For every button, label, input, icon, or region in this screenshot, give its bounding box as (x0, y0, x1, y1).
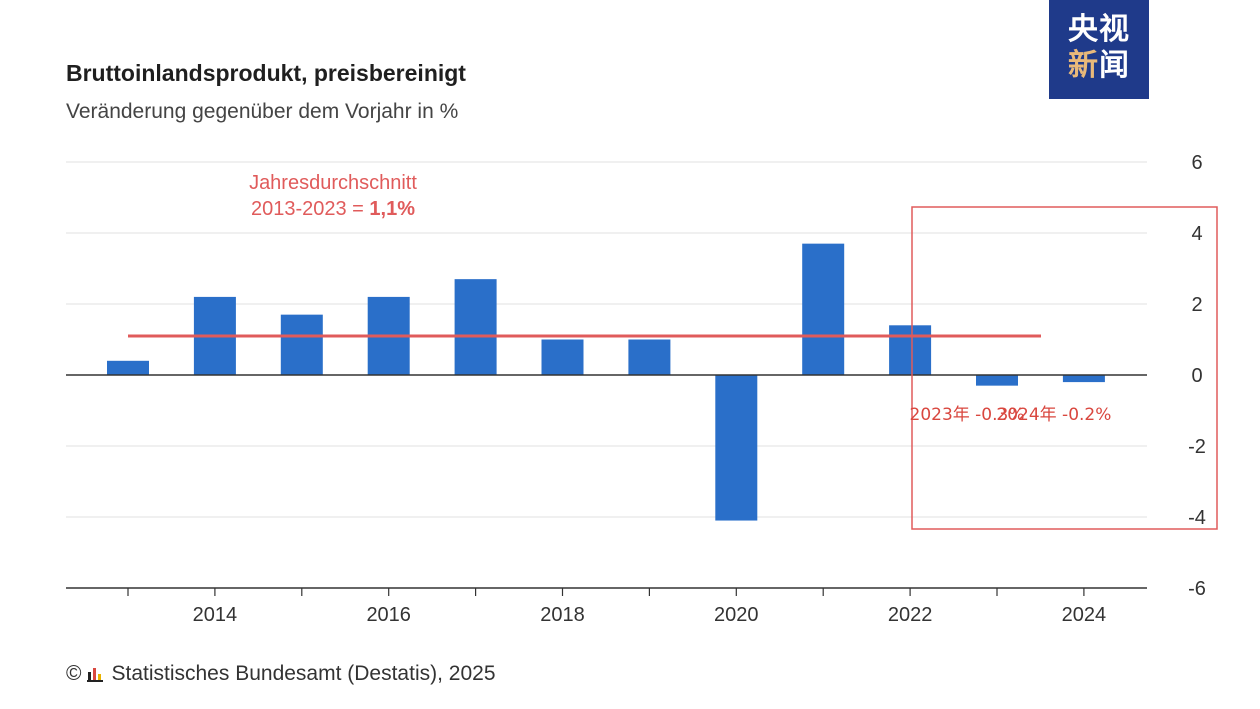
chart-title: Bruttoinlandsprodukt, preisbereinigt (66, 60, 466, 86)
annotation-2024: 2024年 -0.2% (996, 405, 1111, 425)
bar-2022 (889, 325, 932, 375)
destatis-icon (87, 668, 104, 682)
bar-2017 (454, 279, 497, 375)
bar-2023 (976, 375, 1018, 386)
source-text: Statistisches Bundesamt (Destatis), 2025 (111, 662, 496, 685)
bar-2013 (107, 360, 149, 375)
highlight-box-group (911, 206, 1218, 530)
y-tick-label: -6 (1188, 578, 1206, 600)
y-tick-label: 6 (1191, 152, 1202, 174)
average-line-group: Jahresdurchschnitt 2013-2023 = 1,1% (128, 172, 1041, 338)
bars (107, 243, 1105, 521)
highlight-box (911, 206, 1218, 530)
average-label-prefix: 2013-2023 = (251, 198, 369, 220)
chart-subtitle: Veränderung gegenüber dem Vorjahr in % (66, 100, 459, 123)
bar-2024 (1062, 375, 1105, 383)
grid-lines (66, 161, 1147, 518)
bar-2020 (715, 375, 758, 521)
cctv-news-logo: 央视 新闻 (1049, 0, 1149, 99)
logo-char-xin: 新 (1068, 48, 1099, 83)
x-tick-label: 2018 (540, 604, 585, 626)
x-tick-label: 2022 (888, 604, 933, 626)
y-axis-labels: 6 4 2 0 -2 -4 -6 (1188, 152, 1206, 600)
y-tick-label: -4 (1188, 507, 1206, 529)
copyright-symbol: © (66, 662, 82, 685)
x-tick-label: 2014 (193, 604, 238, 626)
y-tick-label: -2 (1188, 436, 1206, 458)
y-tick-label: 4 (1191, 223, 1202, 245)
x-tick-label: 2024 (1062, 604, 1107, 626)
annotation-2023: 2023年 -0.3% (910, 405, 1025, 425)
x-tick-label: 2016 (366, 604, 411, 626)
bar-2021 (802, 243, 845, 375)
average-label-title: Jahresdurchschnitt (249, 172, 417, 194)
annotations: 2023年 -0.3%2024年 -0.2% (910, 405, 1112, 425)
average-label-number: 1,1% (369, 198, 415, 220)
x-axis: 2014 2016 2018 2020 2022 2024 (66, 587, 1147, 626)
logo-line2: 新闻 (1049, 48, 1149, 84)
logo-char-wen: 闻 (1099, 48, 1130, 83)
logo-line1: 央视 (1068, 12, 1130, 47)
bar-2015 (280, 314, 323, 375)
y-tick-label: 0 (1191, 365, 1202, 387)
average-label-value: 2013-2023 = 1,1% (251, 198, 415, 220)
bar-2019 (628, 339, 671, 375)
source-footer: © Statistisches Bundesamt (Destatis), 20… (66, 662, 496, 686)
x-tick-label: 2020 (714, 604, 759, 626)
bar-2018 (541, 339, 584, 375)
y-tick-label: 2 (1191, 294, 1202, 316)
